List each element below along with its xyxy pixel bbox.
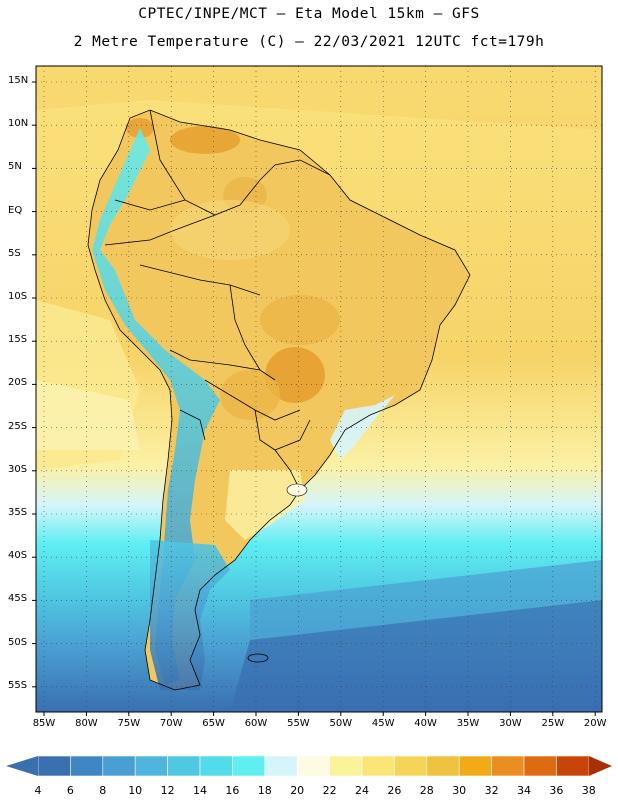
lat-label: 20S	[8, 377, 28, 389]
lat-label: 5S	[8, 247, 21, 259]
lat-label: 25S	[8, 420, 28, 432]
colorbar	[6, 755, 612, 777]
colorbar-min-arrow	[6, 756, 38, 776]
lon-label: 60W	[244, 718, 268, 729]
colorbar-swatch	[394, 755, 428, 777]
colorbar-tick-label: 16	[225, 784, 240, 797]
lon-label: 80W	[75, 718, 98, 729]
colorbar-swatch	[426, 755, 460, 777]
colorbar-swatch	[199, 755, 233, 777]
colorbar-tick-label: 26	[387, 784, 402, 797]
lon-label: 50W	[329, 718, 353, 729]
lon-label: 55W	[287, 718, 310, 729]
colorbar-tick-label: 12	[160, 784, 175, 797]
lon-label: 45W	[371, 718, 395, 729]
colorbar-tick-label: 18	[257, 784, 272, 797]
colorbar-tick-label: 24	[355, 784, 369, 797]
colorbar-swatch	[134, 755, 168, 777]
colorbar-swatch	[329, 755, 363, 777]
colorbar-swatch	[232, 755, 266, 777]
lat-label: 45S	[8, 593, 28, 605]
lat-label: 15S	[8, 334, 28, 346]
lat-label: 35S	[8, 507, 28, 518]
lon-label: 35W	[456, 718, 480, 729]
lat-label: 55S	[8, 679, 28, 691]
colorbar-swatch	[523, 755, 557, 777]
colorbar-swatch	[102, 755, 136, 777]
lon-label: 20W	[583, 718, 607, 729]
colorbar-swatch	[37, 755, 71, 777]
colorbar-tick-label: 8	[99, 784, 107, 797]
colorbar-tick-label: 14	[193, 784, 207, 797]
colorbar-tick-label: 28	[419, 784, 434, 797]
country-borders	[87, 109, 471, 691]
map-frame	[35, 65, 603, 713]
colorbar-swatch	[264, 755, 298, 777]
colorbar-tick-label: 10	[128, 784, 143, 797]
colorbar-tick-label: 22	[322, 784, 337, 797]
lat-label: 10N	[8, 118, 29, 130]
colorbar-tick-label: 32	[484, 784, 499, 797]
colorbar-tick-label: 30	[452, 784, 467, 797]
lon-label: 30W	[499, 718, 522, 729]
colorbar-swatch	[556, 755, 590, 777]
colorbar-tick-label: 4	[34, 784, 42, 797]
lon-label: 70W	[159, 718, 183, 729]
lon-label: 25W	[541, 718, 565, 729]
colorbar-swatch	[167, 755, 201, 777]
colorbar-tick-label: 6	[66, 784, 74, 797]
lon-label: 65W	[202, 718, 225, 729]
title-line-2: 2 Metre Temperature (C) – 22/03/2021 12U…	[73, 34, 545, 50]
title-line-1: CPTEC/INPE/MCT – Eta Model 15km – GFS	[138, 6, 480, 22]
colorbar-max-arrow	[588, 756, 612, 776]
lat-label: 30S	[8, 463, 28, 475]
lon-label: 40W	[414, 718, 437, 729]
lon-label: 75W	[117, 718, 141, 729]
colorbar-tick-label: 20	[290, 784, 305, 797]
lat-label: 15N	[8, 75, 29, 86]
lon-label: 85W	[32, 718, 56, 729]
lat-label: 40S	[8, 550, 28, 562]
colorbar-tick-label: 34	[517, 784, 531, 797]
colorbar-swatch	[296, 755, 330, 777]
colorbar-tick-label: 38	[581, 784, 596, 797]
colorbar-swatch	[491, 755, 525, 777]
lat-label: 10S	[8, 291, 28, 302]
lat-label: 5N	[8, 161, 22, 173]
colorbar-swatch	[70, 755, 104, 777]
map-field	[36, 66, 602, 712]
lat-label: EQ	[8, 204, 23, 216]
colorbar-tick-label: 36	[549, 784, 564, 797]
colorbar-swatch	[458, 755, 492, 777]
colorbar-swatch	[361, 755, 395, 777]
lat-label: 50S	[8, 636, 28, 648]
